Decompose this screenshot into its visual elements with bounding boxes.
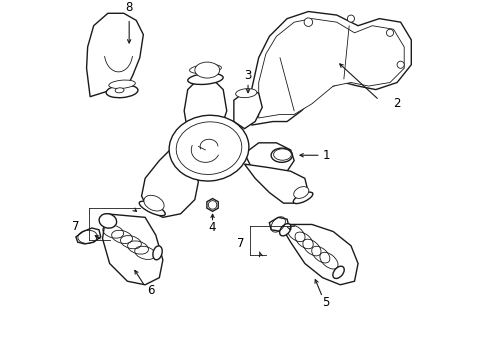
Polygon shape bbox=[244, 164, 308, 203]
Text: 6: 6 bbox=[146, 284, 154, 297]
Ellipse shape bbox=[187, 73, 223, 85]
Polygon shape bbox=[184, 79, 226, 132]
Circle shape bbox=[304, 18, 312, 26]
Text: 7: 7 bbox=[237, 238, 244, 251]
Polygon shape bbox=[269, 217, 288, 231]
Ellipse shape bbox=[115, 88, 124, 93]
Circle shape bbox=[346, 15, 354, 22]
Text: 2: 2 bbox=[392, 97, 400, 110]
Ellipse shape bbox=[99, 214, 117, 228]
Text: 5: 5 bbox=[322, 296, 329, 309]
Ellipse shape bbox=[273, 149, 291, 160]
Polygon shape bbox=[102, 214, 163, 285]
Ellipse shape bbox=[279, 224, 290, 236]
Polygon shape bbox=[206, 199, 218, 211]
Circle shape bbox=[208, 201, 216, 209]
Ellipse shape bbox=[293, 192, 312, 203]
Ellipse shape bbox=[293, 186, 308, 198]
Polygon shape bbox=[86, 13, 143, 97]
Ellipse shape bbox=[270, 148, 292, 162]
Polygon shape bbox=[244, 143, 294, 175]
Polygon shape bbox=[142, 147, 198, 217]
Ellipse shape bbox=[169, 115, 248, 181]
Ellipse shape bbox=[139, 201, 165, 216]
Polygon shape bbox=[258, 19, 404, 118]
Text: 8: 8 bbox=[125, 1, 133, 14]
Ellipse shape bbox=[109, 80, 135, 89]
Ellipse shape bbox=[332, 266, 344, 279]
Ellipse shape bbox=[235, 89, 256, 98]
Polygon shape bbox=[76, 228, 101, 244]
Text: 3: 3 bbox=[244, 69, 251, 82]
Text: 4: 4 bbox=[208, 221, 216, 234]
Text: 1: 1 bbox=[322, 149, 329, 162]
Circle shape bbox=[396, 61, 404, 68]
Ellipse shape bbox=[176, 122, 241, 175]
Ellipse shape bbox=[106, 85, 138, 98]
Ellipse shape bbox=[153, 246, 162, 260]
Ellipse shape bbox=[143, 195, 164, 211]
Polygon shape bbox=[233, 90, 262, 129]
Polygon shape bbox=[280, 224, 357, 285]
Polygon shape bbox=[251, 12, 410, 125]
Text: 7: 7 bbox=[72, 220, 80, 233]
Circle shape bbox=[386, 29, 393, 36]
Ellipse shape bbox=[194, 62, 219, 78]
Ellipse shape bbox=[189, 64, 221, 74]
